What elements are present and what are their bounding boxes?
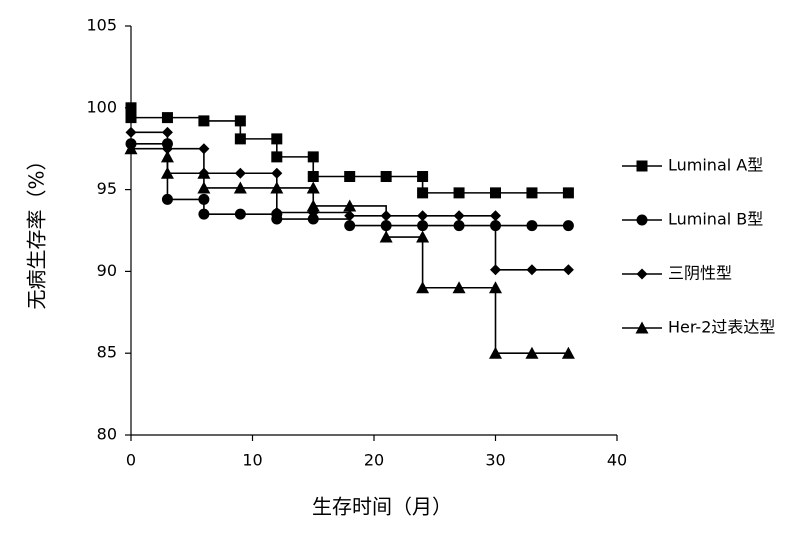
- y-tick-label: 95: [97, 179, 117, 198]
- marker: [197, 181, 211, 194]
- marker: [343, 199, 357, 212]
- marker: [125, 112, 137, 124]
- marker: [307, 171, 319, 183]
- legend-marker: [635, 321, 649, 334]
- marker: [271, 207, 283, 219]
- marker: [160, 150, 174, 163]
- marker: [562, 187, 574, 199]
- marker: [344, 220, 356, 232]
- marker: [417, 210, 429, 222]
- x-tick-label: 20: [364, 451, 384, 470]
- y-tick-label: 80: [97, 425, 117, 444]
- marker: [380, 171, 392, 183]
- marker: [197, 166, 211, 179]
- marker: [379, 230, 393, 243]
- marker: [198, 208, 210, 220]
- marker: [161, 112, 173, 124]
- y-tick-label: 85: [97, 343, 117, 362]
- legend-label: 三阴性型: [668, 264, 732, 283]
- marker: [271, 133, 283, 145]
- marker: [489, 346, 502, 359]
- marker: [306, 199, 320, 212]
- marker: [489, 281, 502, 294]
- marker: [561, 346, 575, 359]
- marker: [453, 187, 465, 199]
- marker: [234, 208, 246, 220]
- y-tick-label: 105: [86, 16, 117, 35]
- marker: [490, 187, 501, 199]
- marker: [125, 102, 137, 114]
- marker: [271, 167, 283, 179]
- marker: [306, 181, 320, 194]
- marker: [307, 213, 319, 225]
- x-tick-label: 30: [485, 451, 505, 470]
- marker: [525, 346, 539, 359]
- marker: [453, 220, 465, 232]
- marker: [526, 220, 538, 232]
- marker: [344, 171, 356, 183]
- marker: [526, 187, 538, 199]
- marker: [234, 133, 246, 145]
- y-axis-label: 无病生存率（%）: [25, 150, 49, 309]
- marker: [417, 220, 429, 232]
- marker: [417, 187, 429, 199]
- y-tick-label: 90: [97, 261, 117, 280]
- marker: [562, 264, 574, 276]
- x-tick-label: 40: [607, 451, 627, 470]
- marker: [124, 142, 138, 155]
- marker: [344, 210, 356, 222]
- marker: [160, 166, 174, 179]
- marker: [307, 151, 319, 163]
- legend-label: Luminal A型: [668, 156, 763, 175]
- marker: [233, 181, 247, 194]
- marker: [271, 213, 283, 225]
- marker: [161, 193, 173, 205]
- marker: [198, 193, 210, 205]
- marker: [490, 210, 501, 222]
- x-tick-label: 10: [242, 451, 262, 470]
- legend-marker: [636, 268, 648, 280]
- marker: [161, 126, 173, 138]
- marker: [453, 210, 465, 222]
- series-line: [131, 147, 569, 354]
- marker: [417, 171, 429, 183]
- marker: [271, 151, 283, 163]
- marker: [490, 264, 501, 276]
- x-tick-label: 0: [126, 451, 136, 470]
- legend-label: Her-2过表达型: [668, 318, 775, 337]
- marker: [198, 115, 210, 127]
- marker: [198, 143, 210, 155]
- y-tick-label: 100: [86, 97, 117, 116]
- marker: [526, 264, 538, 276]
- marker: [416, 281, 430, 294]
- marker: [234, 115, 246, 127]
- legend-marker: [636, 160, 648, 172]
- marker: [234, 167, 246, 179]
- marker: [125, 126, 137, 138]
- marker: [452, 281, 466, 294]
- x-axis-label: 生存时间（月）: [312, 495, 452, 519]
- series-line: [131, 131, 569, 271]
- marker: [270, 181, 284, 194]
- legend-label: Luminal B型: [668, 210, 763, 229]
- marker: [562, 220, 574, 232]
- marker: [416, 230, 430, 243]
- legend-marker: [636, 214, 648, 226]
